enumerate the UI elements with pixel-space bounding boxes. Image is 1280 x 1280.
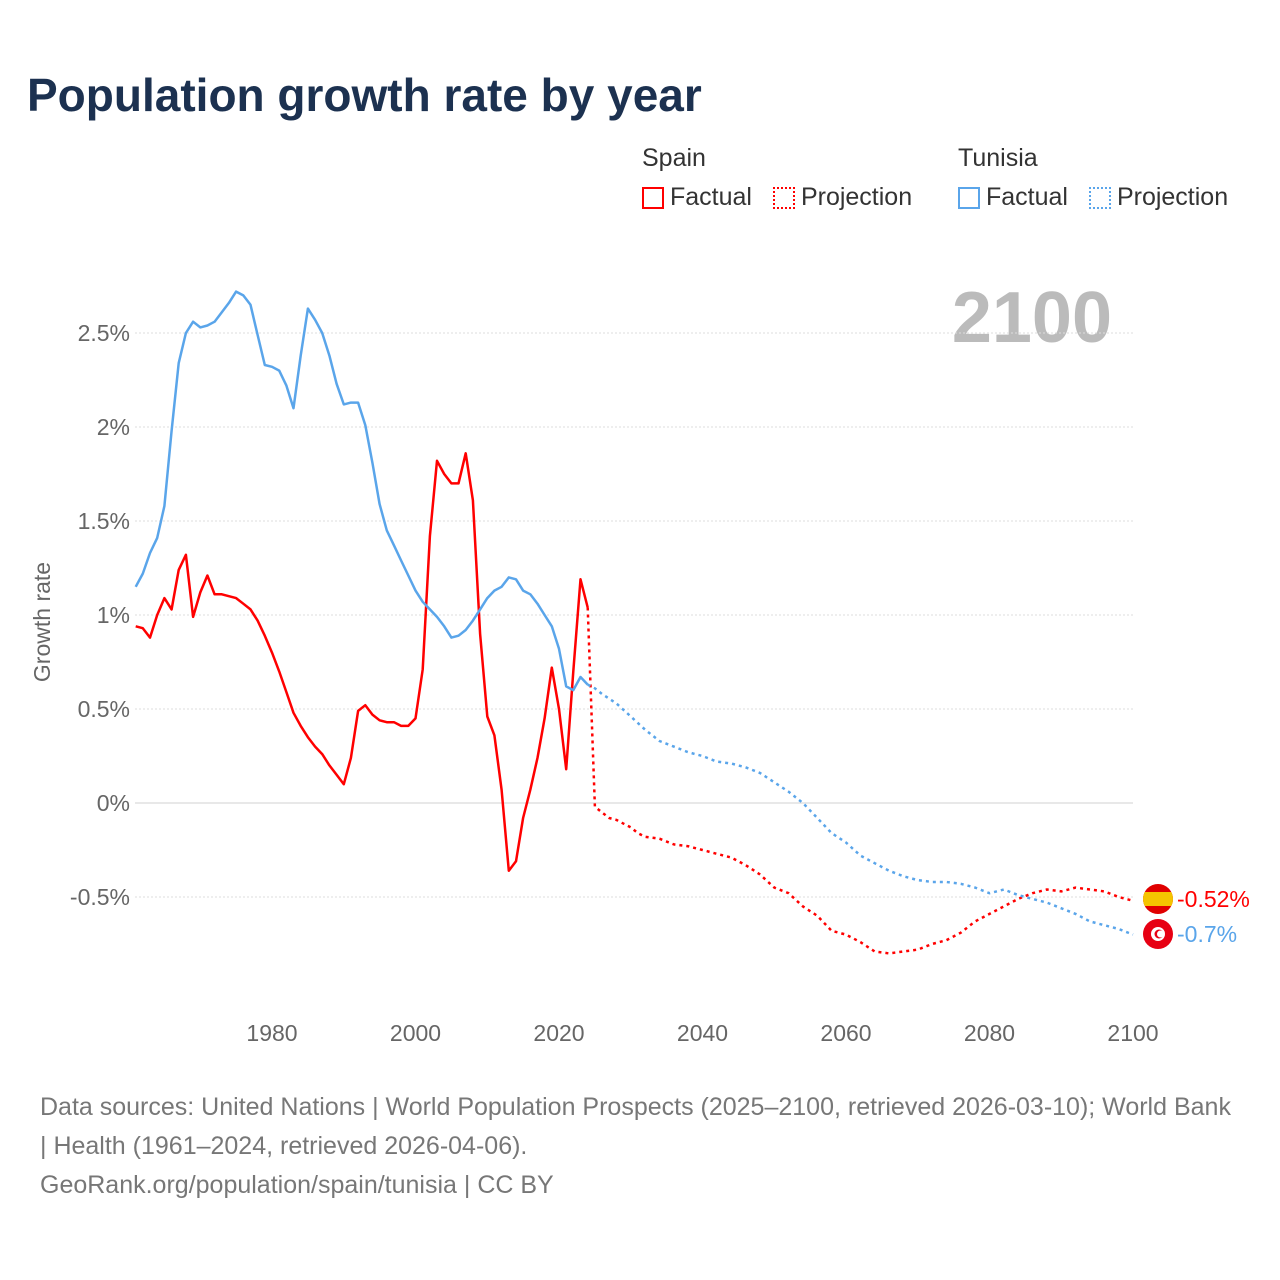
line-spain-factual	[135, 452, 589, 872]
x-tick-label: 2020	[533, 1020, 584, 1046]
legend-label: Projection	[1116, 183, 1229, 211]
line-tunisia-projection	[587, 683, 1134, 936]
data-sources: Data sources: United Nations | World Pop…	[40, 1093, 1231, 1160]
legend-spain: Spain Factual Projection	[642, 144, 926, 216]
y-tick-label: 1.5%	[78, 508, 130, 534]
y-tick-label: -0.5%	[70, 884, 130, 910]
legend-tunisia: Tunisia Factual Projection	[958, 144, 1242, 216]
x-tick-label: 2060	[820, 1020, 871, 1046]
x-tick-label: 1980	[246, 1020, 297, 1046]
end-value-label: -0.7%	[1177, 921, 1237, 947]
legend-group-name: Tunisia	[958, 144, 1038, 172]
end-value-label: -0.52%	[1177, 886, 1250, 912]
legend-label: Factual	[670, 183, 752, 211]
chart-area: 2100 Growth rate -0.5% 0% 0.5% 1% 1.5% 2% 2.5%…	[29, 278, 1250, 1046]
legend-tunisia-projection[interactable]: Projection	[1088, 183, 1229, 212]
legend-label: Factual	[986, 183, 1068, 211]
legend-label: Projection	[800, 183, 913, 211]
spain-flag-icon	[1143, 884, 1173, 914]
x-tick-label: 2040	[677, 1020, 728, 1046]
solid-swatch-icon	[642, 186, 664, 209]
x-tick-label: 2000	[390, 1020, 441, 1046]
y-tick-label: 1%	[97, 602, 130, 628]
year-label: 2100	[952, 278, 1112, 358]
dotted-swatch-icon	[772, 186, 795, 209]
line-tunisia-factual	[134, 290, 589, 692]
credit-link[interactable]: GeoRank.org/population/spain/tunisia | C…	[40, 1171, 554, 1199]
footer: Data sources: United Nations | World Pop…	[40, 1088, 1240, 1205]
legend-group-name: Spain	[642, 144, 706, 172]
y-tick-label: 0.5%	[78, 696, 130, 722]
y-axis-label: Growth rate	[29, 562, 55, 682]
x-tick-label: 2080	[964, 1020, 1015, 1046]
x-tick-label: 2100	[1107, 1020, 1158, 1046]
y-tick-label: 0%	[97, 790, 130, 816]
solid-swatch-icon	[958, 186, 980, 209]
dotted-swatch-icon	[1088, 186, 1111, 209]
line-spain-projection	[586, 607, 1134, 955]
legend-spain-projection[interactable]: Projection	[772, 183, 913, 212]
y-tick-label: 2%	[97, 414, 130, 440]
legend-tunisia-factual[interactable]: Factual	[958, 183, 1068, 212]
legend-spain-factual[interactable]: Factual	[642, 183, 752, 212]
y-tick-label: 2.5%	[78, 320, 130, 346]
chart-title: Population growth rate by year	[27, 69, 702, 121]
tunisia-flag-icon	[1143, 919, 1173, 949]
